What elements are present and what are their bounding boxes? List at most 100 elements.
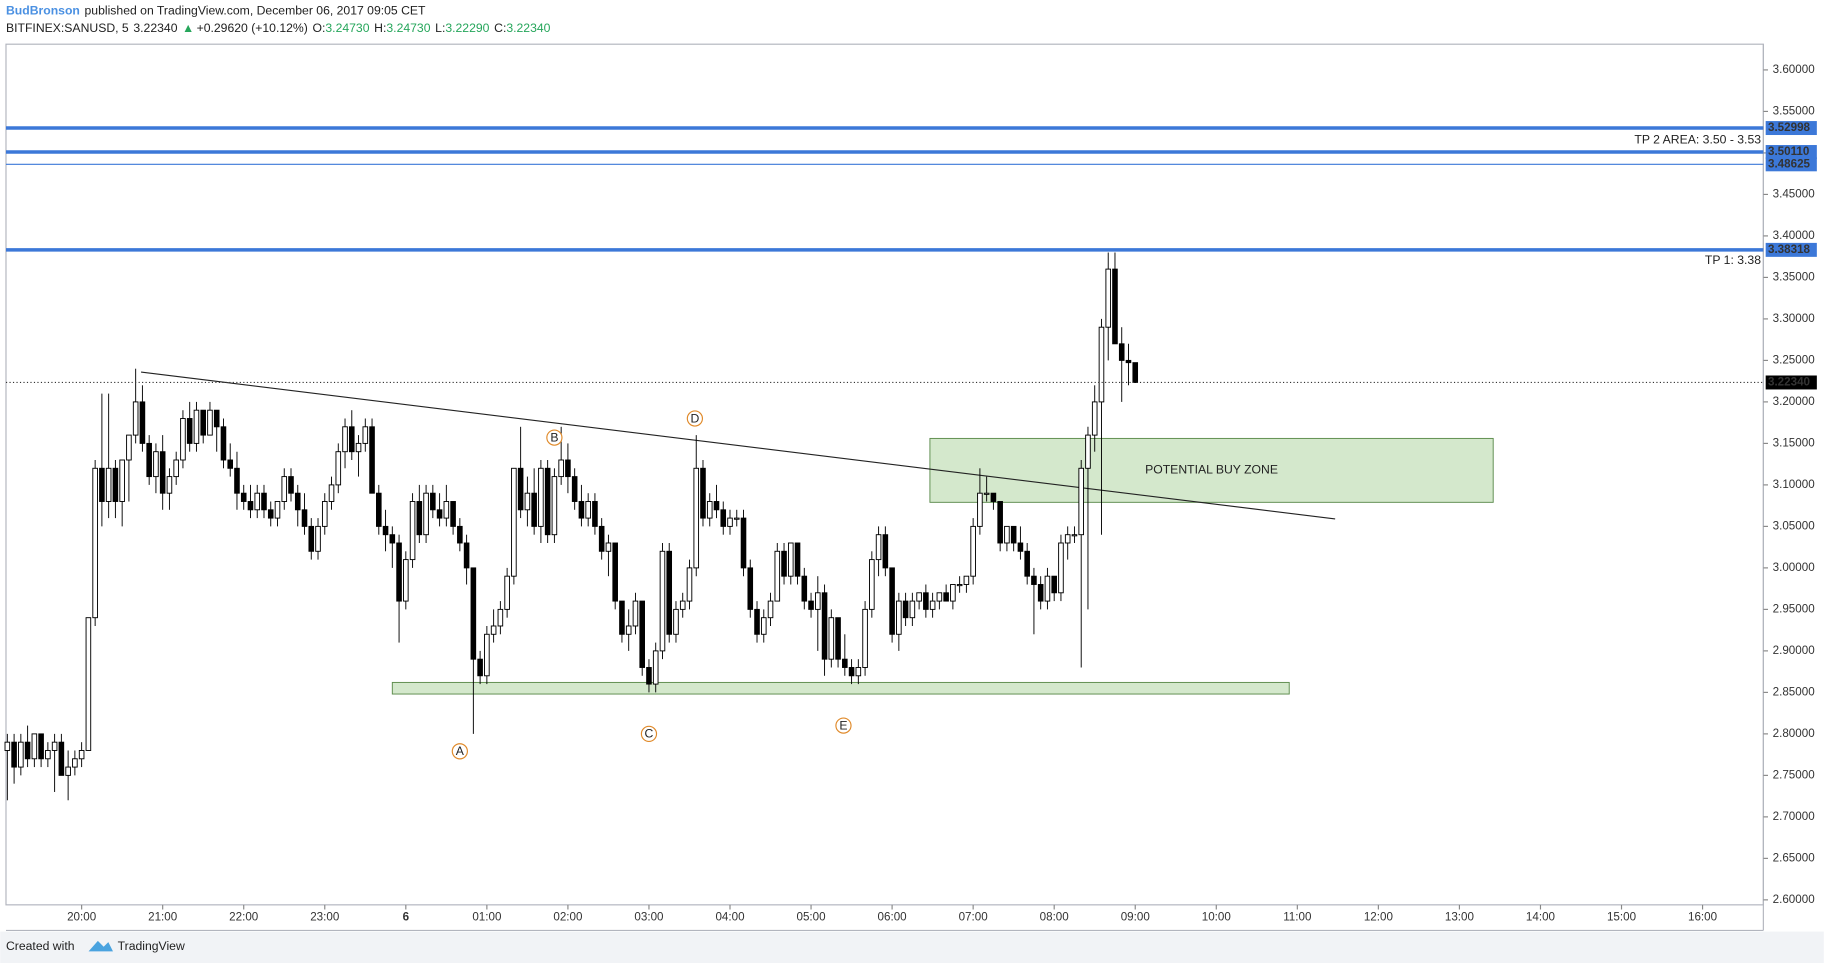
candle-body [1058,542,1064,594]
candle-body [544,467,551,536]
candle-body [767,600,774,619]
candle-body [963,575,970,585]
y-tick-label: 3.00000 [1773,561,1816,574]
candle-body [713,501,720,511]
x-tick-label: 08:00 [1040,911,1070,924]
candle-body [1112,268,1118,345]
candle-body [267,509,274,519]
candle-body [58,741,65,776]
candle-body [936,592,943,602]
change: +0.29620 (+10.12%) [197,21,308,35]
candle-body [760,617,767,635]
wave-marker [835,717,852,734]
candle-body [1024,550,1030,577]
y-tick-label: 3.60000 [1773,63,1816,76]
candle-body [288,476,294,494]
candle-body [794,542,801,577]
candle-body [247,501,254,511]
level-tag [1765,242,1817,257]
candle-body [619,600,625,635]
x-tick-label: 20:00 [67,911,97,924]
y-tick-label: 3.25000 [1773,353,1816,366]
candle-body [1051,575,1057,594]
candle-body [511,467,517,577]
y-tick-label: 3.05000 [1773,519,1816,532]
candle-body [430,492,436,511]
x-tick-label: 10:00 [1202,911,1232,924]
author[interactable]: BudBronson [6,4,80,18]
x-tick-label: 11:00 [1283,911,1312,924]
h-value: 3.24730 [386,21,430,35]
tv-logo [88,940,113,952]
candle-body [720,509,727,527]
candle-body [747,567,754,610]
x-tick-label: 05:00 [797,911,827,924]
candle-body [625,625,632,635]
candle-body [470,567,477,660]
y-tick-label: 3.45000 [1773,187,1816,200]
candle-body [240,492,247,502]
wave-label: A [456,744,465,758]
level-tag [1765,157,1817,172]
o-value: 3.24730 [325,21,369,35]
candle-body [342,426,348,453]
candle-body [274,501,281,519]
y-tick-label: 3.35000 [1773,270,1816,283]
h-label: H: [374,21,386,35]
candle-body [220,426,227,461]
candle-body [605,542,612,552]
candle-body [1105,268,1112,328]
candle-body [396,542,402,602]
candle-body [173,459,179,478]
candle-body [679,600,686,610]
candle-body [1031,575,1037,585]
wave-marker [686,410,704,427]
wave-label: E [839,718,847,732]
candle-body [376,492,382,527]
wave-marker [451,743,468,760]
candle-body [1017,542,1024,552]
y-tick-label: 2.90000 [1773,644,1816,657]
last-price-label: 3.22340 [1768,376,1810,389]
candle-body [389,534,396,544]
x-tick-label: 13:00 [1445,911,1475,924]
candle-body [65,766,71,776]
candle-body [193,409,200,444]
footer-brand[interactable]: TradingView [118,939,185,953]
o-label: O: [313,21,326,35]
candle-body [409,501,416,561]
level-tag-label: 3.48625 [1768,157,1811,170]
candle-body [294,492,301,511]
zone [391,681,1290,695]
candle-body [571,476,578,502]
candle-body [1098,326,1105,403]
candle-body [531,492,537,527]
candle-body [916,592,922,602]
candle-body [929,600,936,610]
x-tick-label: 01:00 [472,911,502,924]
c-value: 3.22340 [506,21,550,35]
candle-body [1004,525,1010,544]
y-tick-label: 3.15000 [1773,436,1816,449]
candle-body [551,476,558,536]
candle-body [99,467,105,502]
footer-bar [0,931,1824,963]
candle-body [1132,362,1139,383]
candle-body [490,625,497,635]
candle-body [78,750,85,760]
candle-body [558,459,564,478]
candle-body [1010,525,1017,544]
candle-body [598,525,605,552]
candle-body [112,467,119,502]
candle-body [632,600,639,627]
annotation: TP 1: 3.38 [1705,253,1761,267]
x-tick-label: 6 [403,911,410,924]
annotation: TP 2 AREA: 3.50 - 3.53 [1634,133,1761,147]
y-tick-label: 2.85000 [1773,685,1816,698]
candle-body [4,741,11,751]
candle-body [781,550,787,577]
candle-body [227,459,234,469]
x-tick-label: 02:00 [553,911,583,924]
x-tick-label: 09:00 [1121,911,1151,924]
